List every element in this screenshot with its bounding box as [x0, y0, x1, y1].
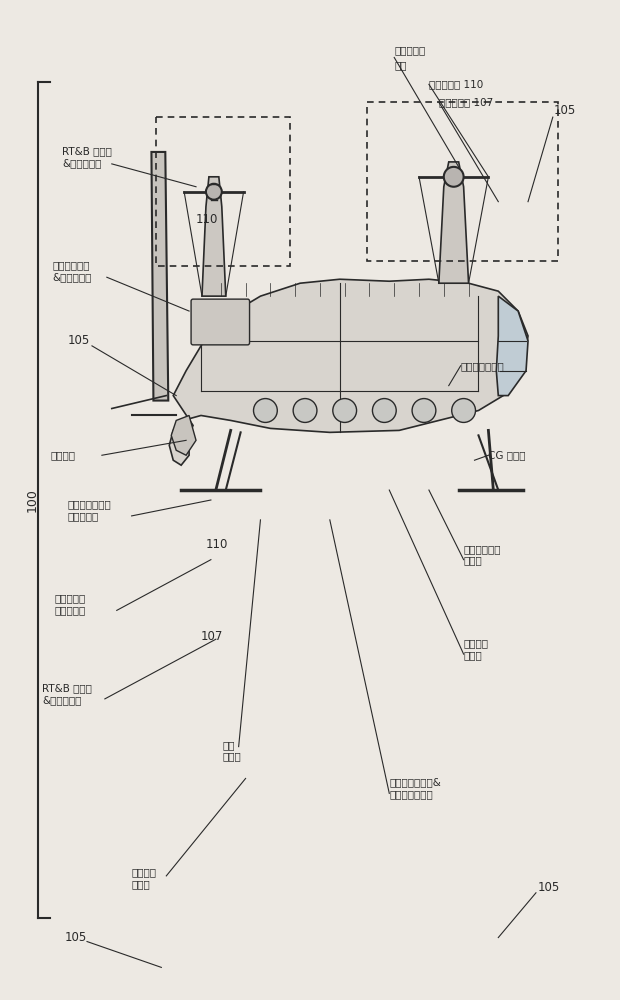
Circle shape	[373, 399, 396, 422]
Text: 105: 105	[554, 104, 576, 117]
Bar	[368, 102, 558, 261]
Text: CG 加速计: CG 加速计	[489, 450, 526, 460]
Text: 光学叶片追踪器: 光学叶片追踪器	[461, 361, 505, 371]
Text: 107: 107	[201, 630, 223, 643]
Polygon shape	[151, 152, 168, 401]
Polygon shape	[169, 279, 528, 465]
Text: RT&B 加速计
&振动传感器: RT&B 加速计 &振动传感器	[42, 683, 92, 705]
Text: 包括: 包括	[394, 60, 407, 70]
Text: 包括转速表 107: 包括转速表 107	[439, 97, 493, 107]
Text: 发动机加速计
&振动传感器: 发动机加速计 &振动传感器	[52, 260, 92, 282]
Text: 105: 105	[67, 334, 89, 347]
Circle shape	[444, 167, 464, 187]
Polygon shape	[439, 162, 469, 283]
Text: 105: 105	[64, 931, 86, 944]
Text: 吊架轴承加速计
振动传感器: 吊架轴承加速计 振动传感器	[67, 499, 111, 521]
Circle shape	[206, 184, 222, 200]
Text: 105: 105	[538, 881, 560, 894]
Text: 110: 110	[196, 213, 218, 226]
Circle shape	[452, 399, 476, 422]
Circle shape	[293, 399, 317, 422]
Polygon shape	[171, 415, 196, 455]
Polygon shape	[497, 296, 528, 396]
FancyBboxPatch shape	[191, 299, 249, 345]
Text: 区域
麦克风: 区域 麦克风	[223, 740, 242, 761]
Text: 位置控制
传感器: 位置控制 传感器	[464, 638, 489, 660]
Circle shape	[412, 399, 436, 422]
Text: 100: 100	[26, 488, 39, 512]
Polygon shape	[202, 177, 226, 296]
Text: 光学叶片
追踪器: 光学叶片 追踪器	[131, 867, 157, 889]
Text: 振动传感器 110: 振动传感器 110	[429, 79, 483, 89]
Circle shape	[333, 399, 356, 422]
Text: 转子传感器
包括转速表: 转子传感器 包括转速表	[55, 594, 86, 615]
Text: RT&B 加速计
&振动传感器: RT&B 加速计 &振动传感器	[62, 146, 112, 168]
Text: 110: 110	[206, 538, 228, 551]
Text: 俯仰翻滚航向
传感器: 俯仰翻滚航向 传感器	[464, 544, 501, 565]
Circle shape	[254, 399, 277, 422]
Bar	[156, 117, 290, 266]
Text: 转子传感器: 转子传感器	[394, 46, 425, 56]
Text: 转子方位: 转子方位	[50, 450, 76, 460]
Text: 高度、气体速度&
气体温度传感器: 高度、气体速度& 气体温度传感器	[389, 778, 441, 799]
